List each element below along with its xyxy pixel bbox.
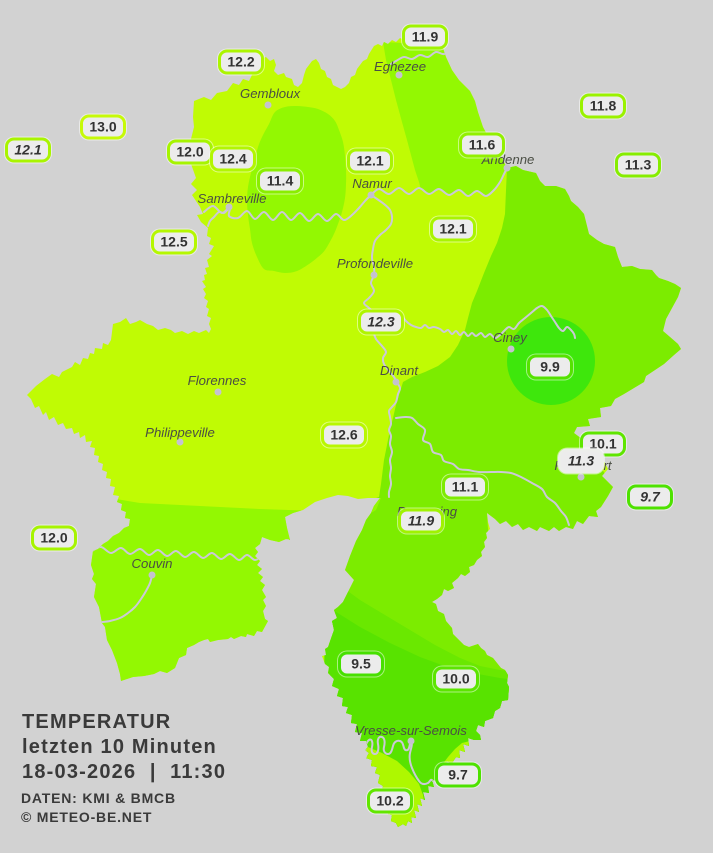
- svg-text:Vresse-sur-Semois: Vresse-sur-Semois: [355, 723, 467, 738]
- svg-text:Profondeville: Profondeville: [337, 256, 413, 271]
- svg-text:Sambreville: Sambreville: [198, 191, 267, 206]
- svg-text:Namur: Namur: [352, 176, 392, 191]
- svg-text:Couvin: Couvin: [131, 556, 172, 571]
- svg-text:Gembloux: Gembloux: [240, 86, 301, 101]
- svg-text:Eghezee: Eghezee: [374, 59, 426, 74]
- svg-text:Ciney: Ciney: [493, 330, 528, 345]
- svg-text:Philippeville: Philippeville: [145, 425, 215, 440]
- svg-text:Florennes: Florennes: [188, 373, 247, 388]
- svg-text:Dinant: Dinant: [380, 363, 419, 378]
